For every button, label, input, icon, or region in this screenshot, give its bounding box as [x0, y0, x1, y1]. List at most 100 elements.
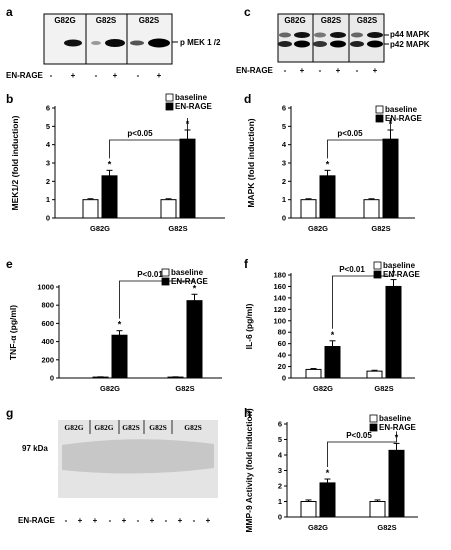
blot-a-group-label: G82S: [96, 16, 117, 25]
significance-star: *: [108, 159, 112, 169]
lane-sign: +: [336, 66, 341, 75]
blot-a-treatment-label: EN-RAGE: [6, 71, 44, 80]
y-tick-label: 5: [278, 435, 282, 444]
y-tick-label: 6: [46, 104, 50, 113]
y-tick-label: 4: [278, 451, 283, 460]
lane-sign: +: [150, 516, 155, 525]
panel-letter-f: f: [244, 257, 249, 271]
legend-label: baseline: [383, 261, 416, 270]
y-tick-label: 0: [282, 374, 286, 383]
blot-a-group-label: G82G: [54, 16, 75, 25]
y-tick-label: 20: [278, 362, 286, 371]
bar-en-rage: [319, 482, 336, 518]
blot-c-band-p44: [351, 32, 363, 38]
y-tick-label: 140: [273, 293, 286, 302]
bar-en-rage: [319, 175, 336, 219]
y-tick-label: 2: [282, 177, 286, 186]
lane-sign: -: [137, 516, 140, 525]
lane-sign: -: [319, 66, 322, 75]
blot-c-band-label: p42 MAPK: [390, 40, 430, 49]
blot-c-frame: [277, 13, 385, 63]
gel-g-lane-signs: - + + - + - + - + - +: [65, 516, 211, 525]
significance-label: P<0.01: [339, 265, 365, 274]
bar-baseline: [160, 199, 177, 219]
lane-sign: +: [373, 66, 378, 75]
blot-c-band-p42: [330, 40, 346, 48]
chart-h-mmp9: 0 1 2 3 4 5 6 MMP-9 Activity (fold induction) * G…: [244, 408, 418, 533]
panel-letter-h: h: [244, 406, 251, 420]
blot-c-group-label: G82S: [321, 16, 342, 25]
y-tick-label: 600: [41, 319, 54, 328]
x-tick-label: G82S: [175, 384, 194, 393]
blot-c-bands: [278, 32, 383, 48]
bar-en-rage: [186, 300, 203, 379]
y-tick-label: 2: [46, 177, 50, 186]
blot-a-band: [148, 38, 170, 48]
significance-star: *: [326, 159, 330, 169]
gel-g-smear: [62, 439, 214, 474]
blot-c-band-p42: [294, 40, 310, 48]
significance-label: P<0.01: [137, 270, 163, 279]
blot-c-band-p44: [330, 32, 346, 38]
y-axis-label: MAPK (fold induction): [246, 118, 256, 207]
blot-c-group-label: G82S: [357, 16, 378, 25]
bar-en-rage: [111, 334, 128, 379]
lane-sign: -: [95, 71, 98, 80]
x-tick-label: G82G: [308, 523, 328, 532]
legend-label: EN-RAGE: [379, 423, 417, 432]
blot-a-band: [91, 41, 101, 45]
significance-star: *: [193, 283, 197, 293]
y-tick-label: 160: [273, 282, 286, 291]
blot-c-band-p44: [367, 32, 383, 38]
lane-sign: -: [109, 516, 112, 525]
blot-c-band-label: p44 MAPK: [390, 30, 430, 39]
legend-swatch: [375, 114, 384, 123]
lane-sign: +: [122, 516, 127, 525]
legend-label: baseline: [385, 105, 418, 114]
legend-swatch: [373, 261, 382, 270]
lane-sign: +: [113, 71, 118, 80]
lane-sign: +: [71, 71, 76, 80]
y-tick-label: 1: [46, 195, 50, 204]
y-tick-label: 400: [41, 337, 54, 346]
significance-label: p<0.05: [127, 129, 153, 138]
lane-sign: -: [137, 71, 140, 80]
blot-c-group-label: G82G: [284, 16, 305, 25]
blot-a-band: [105, 39, 125, 47]
blot-c-band-p42: [278, 41, 292, 47]
lane-sign: -: [165, 516, 168, 525]
y-tick-label: 60: [278, 339, 286, 348]
chart-f-il6: 0 20 40 60 80 100 120 140 160 180 IL-6 (pg/ml) * G82…: [244, 261, 421, 393]
bar-baseline: [300, 501, 317, 518]
y-tick-label: 1: [278, 497, 282, 506]
blot-c-lane-signs: - + - + - +: [284, 66, 378, 75]
significance-star: *: [331, 330, 335, 340]
blot-a-band: [64, 39, 82, 47]
x-tick-label: G82G: [90, 224, 110, 233]
blot-a: G82G G82S G82S p MEK 1 /2 EN-RAGE - + - …: [6, 13, 221, 80]
significance-label: p<0.05: [337, 129, 363, 138]
bar-baseline: [369, 501, 386, 518]
blot-a-group-label: G82S: [139, 16, 160, 25]
blot-c-band-p42: [367, 40, 383, 48]
blot-c-band-p44: [294, 32, 310, 38]
panel-letter-g: g: [6, 406, 13, 420]
x-tick-label: G82S: [377, 523, 396, 532]
gel-g-size-marker: 97 kDa: [22, 444, 48, 453]
bar-en-rage: [101, 175, 118, 219]
y-axis-label: TNF-α (pg/ml): [8, 305, 18, 360]
legend-swatch: [165, 93, 174, 102]
bar-baseline: [366, 370, 383, 379]
lane-sign: +: [178, 516, 183, 525]
legend-label: baseline: [379, 414, 412, 423]
lane-sign: -: [284, 66, 287, 75]
significance-bracket: [332, 267, 394, 329]
legend-swatch: [369, 414, 378, 423]
panel-letter-c: c: [244, 5, 251, 19]
legend-swatch: [161, 277, 170, 286]
lane-sign: -: [356, 66, 359, 75]
lane-sign: +: [78, 516, 83, 525]
significance-star: *: [326, 468, 330, 478]
bar-baseline: [300, 199, 317, 219]
y-tick-label: 3: [46, 159, 50, 168]
